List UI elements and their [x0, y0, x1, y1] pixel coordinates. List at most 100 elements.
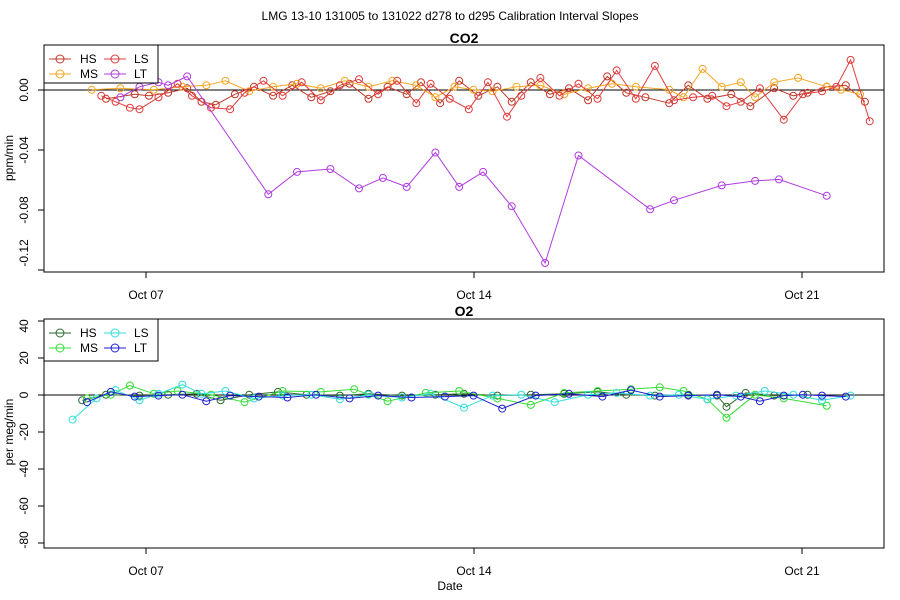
o2-point-lt — [178, 390, 187, 399]
co2-point-ms — [450, 82, 459, 91]
co2-point-ls — [650, 61, 659, 70]
co2-point-hs — [130, 90, 139, 99]
o2-point-ms — [779, 394, 788, 403]
co2-point-lt — [378, 173, 387, 182]
co2-point-ls — [259, 76, 268, 85]
co2-point-ms — [631, 82, 640, 91]
co2-point-hs — [545, 90, 554, 99]
co2-title: CO2 — [450, 30, 479, 46]
co2-point-hs — [436, 99, 445, 108]
co2-point-hs — [565, 84, 573, 93]
legend-label-ls: LS — [134, 52, 149, 66]
legend-label-o2-ls: LS — [134, 326, 149, 340]
legend-entry-lt: LT — [104, 67, 148, 81]
o2-point-lt — [469, 391, 478, 400]
o2-point-ls — [250, 394, 258, 403]
co2-point-ls — [278, 91, 287, 100]
co2-xticks: Oct 07 Oct 14 Oct 21 — [128, 272, 820, 302]
o2-point-ls — [703, 395, 712, 404]
co2-point-lt — [822, 191, 831, 200]
co2-point-ms — [87, 85, 96, 94]
o2-series-ms — [83, 381, 831, 422]
co2-ylabel: ppm/min — [2, 135, 16, 181]
o2-point-lt — [106, 387, 115, 396]
co2-point-lt — [751, 176, 760, 185]
co2-point-ls — [798, 90, 807, 99]
co2-point-lt — [541, 259, 550, 267]
co2-panel: CO2 ppm/min 0.00 -0.04 -0.08 -0.12 Oct 0… — [2, 30, 885, 302]
co2-point-ls — [779, 115, 788, 124]
co2-point-lt — [402, 182, 411, 191]
co2-point-ls — [574, 79, 583, 88]
o2-point-lt — [655, 392, 664, 401]
o2-point-ms — [278, 387, 287, 395]
legend-label-ms: MS — [80, 67, 98, 81]
o2-ytick-label: 20 — [17, 351, 31, 365]
o2-point-lt — [627, 386, 635, 395]
co2-point-hs — [770, 84, 779, 93]
co2-point-hs — [364, 94, 373, 103]
co2-point-lt — [574, 151, 583, 160]
co2-point-ls — [736, 97, 745, 106]
co2-legend: HS MS LS LT — [43, 44, 159, 84]
o2-point-ls — [517, 390, 526, 399]
co2-point-lt — [717, 181, 726, 190]
co2-point-lt — [183, 72, 192, 81]
co2-point-ls — [865, 117, 874, 126]
co2-line-hs — [105, 75, 866, 107]
legend-label-hs: HS — [80, 52, 97, 66]
co2-series-lt — [116, 72, 831, 267]
co2-yticks: 0.00 -0.04 -0.08 -0.12 — [17, 78, 44, 271]
o2-point-lt — [283, 393, 292, 402]
legend-entry-o2-lt: LT — [104, 341, 148, 355]
o2-point-ls — [364, 390, 373, 399]
co2-point-ls — [612, 66, 621, 75]
co2-point-lt — [670, 196, 678, 205]
o2-point-lt — [755, 397, 764, 406]
o2-ylabel: per meg/min — [2, 399, 16, 466]
o2-plot-area — [68, 380, 855, 424]
o2-point-ls — [550, 398, 559, 407]
co2-point-lt — [431, 148, 440, 157]
co2-point-hs — [455, 76, 464, 85]
co2-point-hs — [145, 91, 153, 100]
o2-point-ms — [125, 381, 134, 390]
o2-point-lt — [798, 390, 807, 399]
o2-point-ls — [221, 387, 230, 395]
o2-point-ms — [493, 394, 502, 403]
co2-point-ls — [846, 55, 855, 64]
o2-point-ms — [106, 390, 115, 399]
co2-point-ms — [679, 93, 688, 102]
o2-title: O2 — [455, 303, 474, 319]
o2-point-hs — [78, 396, 87, 405]
co2-point-ms — [149, 85, 158, 94]
co2-point-lt — [775, 175, 783, 184]
co2-ytick-label: -0.12 — [17, 239, 31, 267]
o2-point-lt — [736, 392, 745, 401]
o2-point-lt — [202, 397, 211, 406]
co2-point-ms — [794, 73, 803, 82]
o2-xticks: Oct 07 Oct 14 Oct 21 — [128, 548, 820, 578]
co2-point-hs — [584, 96, 593, 105]
co2-point-ls — [722, 102, 731, 111]
co2-ytick-label: 0.00 — [17, 78, 31, 102]
o2-point-ls — [674, 390, 683, 399]
co2-point-ls — [374, 90, 383, 99]
o2-point-lt — [531, 391, 540, 400]
co2-ytick-label: -0.04 — [17, 136, 31, 164]
co2-point-ls — [240, 88, 249, 97]
co2-xtick-label: Oct 14 — [456, 288, 492, 302]
co2-point-hs — [727, 90, 736, 99]
co2-point-ms — [364, 82, 373, 91]
co2-point-ls — [154, 93, 163, 102]
co2-point-ls — [316, 96, 325, 105]
co2-point-hs — [789, 91, 798, 100]
co2-point-hs — [326, 87, 335, 96]
o2-point-ls — [460, 403, 468, 412]
co2-point-ms — [665, 85, 674, 94]
co2-point-ms — [717, 82, 726, 91]
co2-point-ls — [173, 79, 182, 88]
o2-series-ls — [68, 380, 855, 424]
co2-point-ls — [412, 99, 421, 108]
